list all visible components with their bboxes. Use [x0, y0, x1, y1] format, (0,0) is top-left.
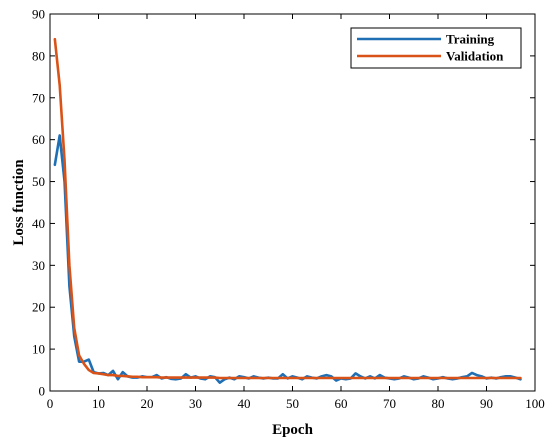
x-tick-label: 10 — [92, 396, 105, 411]
legend-box — [350, 27, 522, 69]
x-tick-label: 0 — [47, 396, 54, 411]
series-line-training — [53, 134, 522, 384]
y-tick-label: 10 — [32, 342, 45, 357]
x-axis-label: Epoch — [272, 422, 314, 438]
y-tick-label: 0 — [39, 384, 46, 399]
x-tick-label: 70 — [383, 396, 396, 411]
x-tick-label: 90 — [480, 396, 493, 411]
y-axis-label: Loss function — [11, 159, 27, 246]
x-tick-label: 40 — [238, 396, 251, 411]
legend-label-validation: Validation — [446, 49, 504, 64]
legend-label-training: Training — [446, 32, 495, 47]
x-tick-label: 80 — [432, 396, 445, 411]
legend: Training Validation — [350, 27, 522, 69]
series-layer — [53, 37, 522, 384]
y-tick-label: 70 — [32, 90, 45, 105]
plot-frame — [49, 13, 536, 392]
series-line-validation — [53, 37, 522, 380]
y-tick-label: 20 — [32, 300, 45, 315]
y-tick-label: 30 — [32, 258, 45, 273]
y-tick-label: 90 — [32, 7, 45, 22]
y-tick-label: 80 — [32, 48, 45, 63]
y-tick-label: 40 — [32, 216, 45, 231]
y-tick-label: 60 — [32, 132, 45, 147]
y-tick-label: 50 — [32, 174, 45, 189]
x-tick-label: 60 — [335, 396, 348, 411]
x-tick-label: 50 — [286, 396, 299, 411]
x-tick-label: 20 — [141, 396, 154, 411]
x-tick-label: 100 — [525, 396, 545, 411]
ticks-layer: 0 10 20 30 40 50 60 70 80 90 100 0 10 20 30 40 50 60 70 80 9… — [32, 7, 545, 412]
x-tick-label: 30 — [189, 396, 202, 411]
